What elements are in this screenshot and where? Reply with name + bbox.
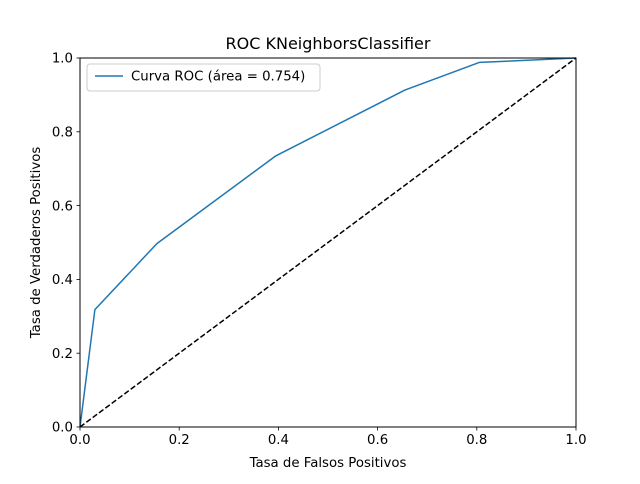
x-tick-label: 0.8: [466, 433, 487, 448]
y-tick-label: 0.4: [52, 273, 73, 288]
y-tick-label: 0.8: [52, 126, 73, 141]
x-tick-label: 0.4: [268, 433, 289, 448]
chart-title: ROC KNeighborsClassifier: [226, 34, 431, 53]
chance-diagonal-line: [79, 57, 577, 428]
y-tick-label: 0.0: [52, 421, 73, 436]
plot-area-frame: [79, 57, 577, 428]
x-tick-label: 1.0: [565, 433, 586, 448]
x-tick-label: 0.2: [169, 433, 190, 448]
x-axis-label: Tasa de Falsos Positivos: [249, 456, 407, 471]
plot-series: [79, 57, 577, 428]
x-tick-label: 0.6: [367, 433, 388, 448]
x-axis-ticks: 0.0 0.2 0.4 0.6 0.8 1.0: [69, 427, 587, 448]
y-axis-label: Tasa de Verdaderos Positivos: [29, 147, 44, 340]
legend: Curva ROC (área = 0.754): [86, 63, 321, 92]
y-tick-label: 1.0: [52, 52, 73, 67]
legend-box: [86, 63, 321, 92]
roc-curve-line: [79, 57, 577, 428]
y-axis-ticks: 0.0 0.2 0.4 0.6 0.8 1.0: [52, 52, 80, 436]
x-tick-label: 0.0: [69, 433, 90, 448]
y-tick-label: 0.2: [52, 347, 73, 362]
y-tick-label: 0.6: [52, 199, 73, 214]
legend-label-roc-curve: Curva ROC (área = 0.754): [131, 69, 305, 85]
